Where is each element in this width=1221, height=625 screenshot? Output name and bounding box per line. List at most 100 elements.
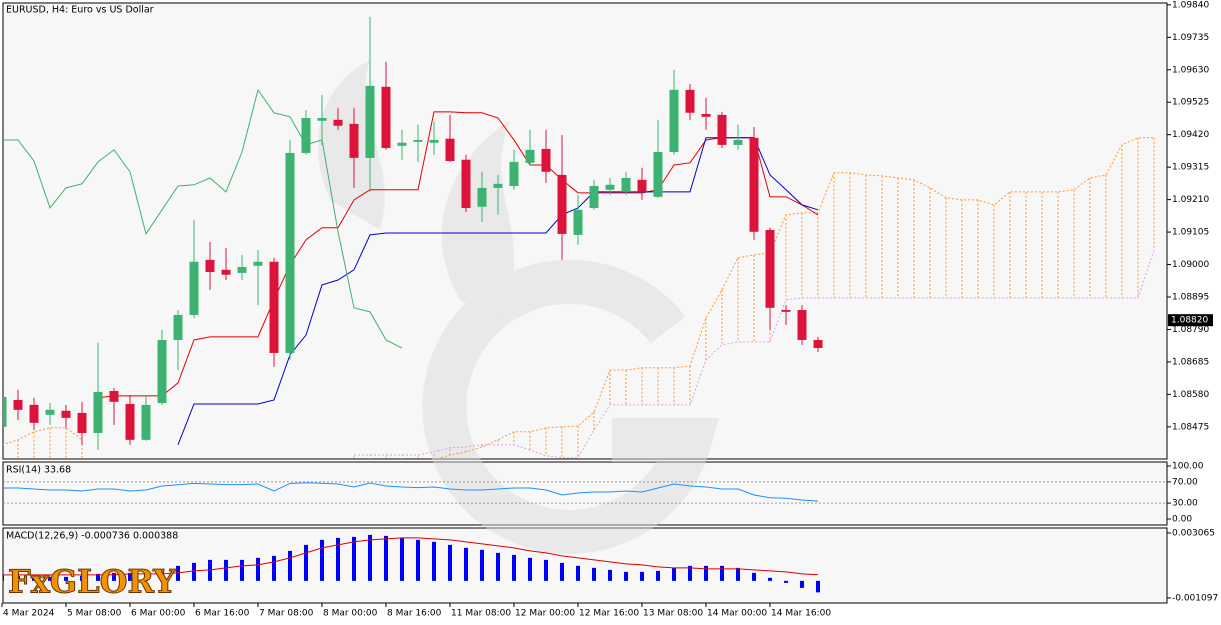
macd-bar — [48, 576, 52, 581]
macd-bar — [544, 559, 548, 581]
macd-bar — [64, 576, 68, 581]
watermark-g — [422, 259, 719, 554]
candle-body — [285, 152, 295, 353]
candle-body — [3, 396, 7, 427]
macd-bar — [496, 552, 500, 581]
macd-bar — [528, 557, 532, 581]
macd-bar — [640, 571, 644, 581]
candle-body — [205, 259, 215, 272]
candle-body — [109, 390, 119, 402]
y-tick-label: 1.09000 — [1172, 260, 1209, 270]
macd-bar — [160, 571, 164, 581]
indicator-line — [3, 88, 403, 349]
candle-body — [477, 187, 487, 207]
candle-body — [157, 339, 167, 404]
candle-body — [45, 409, 55, 415]
candle-body — [669, 89, 679, 153]
rsi-plot — [3, 481, 1167, 504]
candle-body — [13, 399, 23, 410]
x-tick-label: 12 Mar 16:00 — [579, 609, 639, 619]
candle-body — [461, 159, 471, 208]
candle-body — [413, 139, 423, 142]
x-tick-label: 14 Mar 16:00 — [771, 609, 831, 619]
chart-title: EURUSD, H4: Euro vs US Dollar — [6, 5, 154, 16]
macd-bar — [320, 539, 324, 581]
candle-body — [29, 404, 39, 423]
macd-bar — [80, 575, 84, 581]
macd-bar — [432, 541, 436, 581]
macd-bar — [720, 565, 724, 581]
y-tick-label: 1.08580 — [1172, 390, 1209, 400]
candle-body — [253, 261, 263, 266]
macd-bar — [560, 562, 564, 581]
candle-body — [685, 89, 695, 113]
span-a-line — [3, 137, 1154, 459]
main-panel — [2, 2, 1168, 460]
candle-body — [365, 85, 375, 158]
macd-bar — [16, 575, 20, 581]
macd-bar — [400, 537, 404, 581]
y-tick-label: 70.00 — [1172, 477, 1198, 487]
macd-bar — [256, 557, 260, 581]
x-tick-label: 8 Mar 00:00 — [323, 609, 378, 619]
macd-bar — [352, 536, 356, 581]
candle-body — [701, 113, 711, 117]
candle-body — [749, 137, 759, 232]
candle-body — [429, 139, 439, 143]
candle-body — [93, 391, 103, 434]
x-tick-label: 6 Mar 00:00 — [131, 609, 186, 619]
macd-bar — [288, 550, 292, 581]
rsi-line — [3, 482, 819, 502]
y-tick-label: 30.00 — [1172, 499, 1198, 509]
macd-bar — [576, 565, 580, 581]
indicator-line — [177, 137, 819, 445]
macd-bar — [416, 539, 420, 581]
macd-bar — [96, 573, 100, 581]
y-tick-label: 1.09735 — [1172, 33, 1209, 43]
candle-body — [381, 86, 391, 148]
y-tick-label: 1.08475 — [1172, 422, 1209, 432]
candle-body — [781, 309, 791, 312]
macd-bar — [272, 555, 276, 581]
candle-body — [301, 118, 311, 153]
candle-body — [61, 410, 71, 418]
macd-bar — [672, 567, 676, 581]
candle-body — [509, 161, 519, 187]
macd-bar — [368, 534, 372, 581]
macd-bar — [768, 577, 772, 581]
candle-body — [525, 149, 535, 163]
x-tick-label: 11 Mar 08:00 — [451, 609, 511, 619]
y-tick-label: 1.08790 — [1172, 325, 1209, 335]
candle-body — [637, 179, 647, 192]
macd-bar — [224, 559, 228, 581]
macd-bar — [384, 535, 388, 581]
candle-body — [445, 138, 455, 161]
candle-body — [653, 152, 663, 197]
candle-body — [333, 119, 343, 126]
candle-body — [541, 148, 551, 172]
y-tick-label: -0.001097 — [1172, 594, 1218, 604]
y-tick-label: 1.09105 — [1172, 228, 1209, 238]
macd-bar — [800, 580, 804, 588]
y-tick-label: 1.09420 — [1172, 130, 1209, 140]
watermark-flame — [441, 120, 515, 320]
y-tick-label: 0.00 — [1172, 515, 1192, 525]
candle-body — [397, 142, 407, 146]
candle-body — [269, 261, 279, 353]
candle-body — [237, 267, 247, 273]
candle-body — [621, 177, 631, 192]
current-price-box — [1168, 314, 1213, 327]
x-tick-label: 13 Mar 08:00 — [643, 609, 703, 619]
macd-bar — [592, 567, 596, 581]
y-tick-label: 0.003065 — [1172, 528, 1215, 538]
macd-bar — [608, 569, 612, 581]
macd-bar — [656, 570, 660, 581]
macd-bar — [480, 549, 484, 581]
x-tick-label: 8 Mar 16:00 — [387, 609, 442, 619]
y-tick-label: 1.09525 — [1172, 98, 1209, 108]
y-tick-label: 1.08895 — [1172, 293, 1209, 303]
y-tick-label: 1.08685 — [1172, 357, 1209, 367]
macd-bar — [144, 573, 148, 581]
